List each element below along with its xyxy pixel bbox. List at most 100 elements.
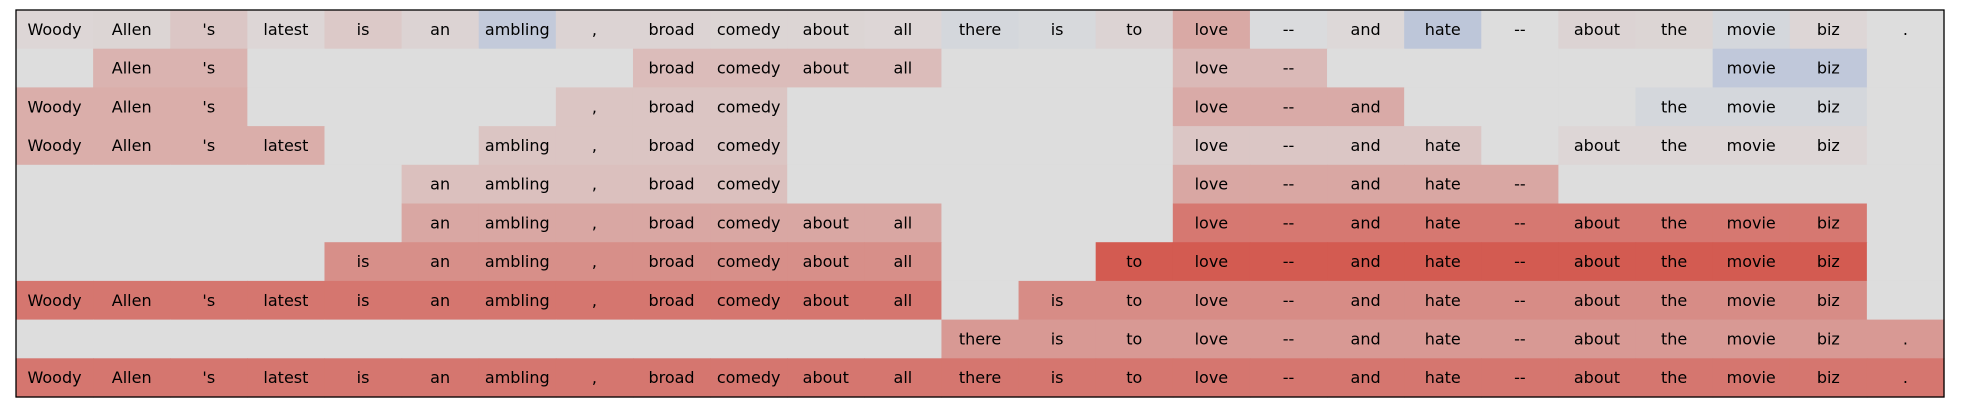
token-label: is [1051,329,1064,348]
heatmap-cell [1558,203,1637,243]
token-label: , [592,136,597,155]
token-label: biz [1817,329,1840,348]
token-label: broad [648,20,694,39]
heatmap-cell [1249,203,1328,243]
heatmap-cell [1866,319,1945,359]
heatmap-cell [247,48,326,88]
heatmap-cell [478,203,557,243]
token-label: comedy [717,252,781,271]
heatmap-cell [16,87,94,127]
token-label: and [1351,291,1381,310]
heatmap-cell [170,203,248,243]
token-label: the [1661,252,1687,271]
heatmap-cell [555,126,634,166]
token-label: 's [202,291,215,310]
token-label: , [592,252,597,271]
heatmap-cell [401,242,480,282]
heatmap-cell [1866,280,1945,321]
token-label: biz [1817,291,1840,310]
heatmap-cell [1172,10,1251,50]
token-label: -- [1283,368,1295,387]
token-label: 's [202,97,215,116]
heatmap-cell [1635,164,1714,205]
token-label: all [894,20,913,39]
token-label: -- [1283,136,1295,155]
heatmap-cell [1404,164,1482,205]
token-label: -- [1283,252,1295,271]
token-label: love [1195,368,1229,387]
heatmap-cell [1249,164,1328,205]
token-label: and [1351,329,1381,348]
heatmap-cell [401,319,480,359]
heatmap-cell [632,10,711,50]
heatmap-cell [1789,242,1868,282]
heatmap-cell [170,10,248,50]
token-label: comedy [717,291,781,310]
token-label: , [592,97,597,116]
heatmap-cell [1481,10,1559,50]
heatmap-cell [864,242,943,282]
heatmap-cell [324,242,403,282]
token-label: -- [1283,291,1295,310]
token-label: and [1351,175,1381,194]
token-label: about [803,59,849,78]
heatmap-cell [1712,126,1791,166]
token-label: ambling [485,213,550,232]
heatmap-cell [1018,358,1097,398]
heatmap-cell [1018,164,1097,205]
token-label: about [1574,291,1620,310]
heatmap-cell [16,126,94,166]
heatmap-cell [1635,280,1714,321]
heatmap-cell [324,280,403,321]
heatmap-cell [1172,87,1251,127]
heatmap-cell [170,319,248,359]
heatmap-cell [1172,203,1251,243]
token-label: hate [1425,329,1461,348]
token-label: broad [648,136,694,155]
heatmap-cell [1018,87,1097,127]
heatmap-cell [787,10,865,50]
token-label: comedy [717,136,781,155]
token-label: , [592,291,597,310]
heatmap-cell [1172,126,1251,166]
token-label: about [1574,329,1620,348]
token-label: is [357,291,370,310]
heatmap-cell [632,48,711,88]
token-label: there [959,20,1001,39]
heatmap-cell [324,203,403,243]
heatmap-cell [1095,203,1174,243]
token-label: hate [1425,136,1461,155]
heatmap-cell [1404,203,1482,243]
heatmap-cell [401,87,480,127]
heatmap-cell [93,126,171,166]
token-label: an [430,252,450,271]
token-label: biz [1817,97,1840,116]
heatmap-cell [632,126,711,166]
heatmap-cell [1481,48,1559,88]
heatmap-cell [864,10,943,50]
heatmap-cell [555,242,634,282]
heatmap-row: an ambling, broad comedy about all love -- and ha… [16,203,1945,243]
heatmap-cell [1866,164,1945,205]
token-label: broad [648,368,694,387]
token-label: comedy [717,20,781,39]
heatmap-row: an ambling, broad comedy love -- and hate -- [16,164,1945,205]
heatmap-cell [632,319,711,359]
heatmap-cell [555,280,634,321]
token-label: love [1195,97,1229,116]
heatmap-cell [1712,280,1791,321]
heatmap-cell [93,164,171,205]
heatmap-cell [1018,280,1097,321]
heatmap-cell [1789,319,1868,359]
token-label: and [1351,252,1381,271]
heatmap-cell [401,126,480,166]
heatmap-cell [1866,87,1945,127]
token-label: -- [1283,20,1295,39]
heatmap-cell [1481,87,1559,127]
token-label: broad [648,291,694,310]
heatmap-cell [1018,242,1097,282]
heatmap-cell [16,203,94,243]
heatmap-cell [1404,319,1482,359]
heatmap-cell [93,242,171,282]
token-label: Allen [112,136,152,155]
